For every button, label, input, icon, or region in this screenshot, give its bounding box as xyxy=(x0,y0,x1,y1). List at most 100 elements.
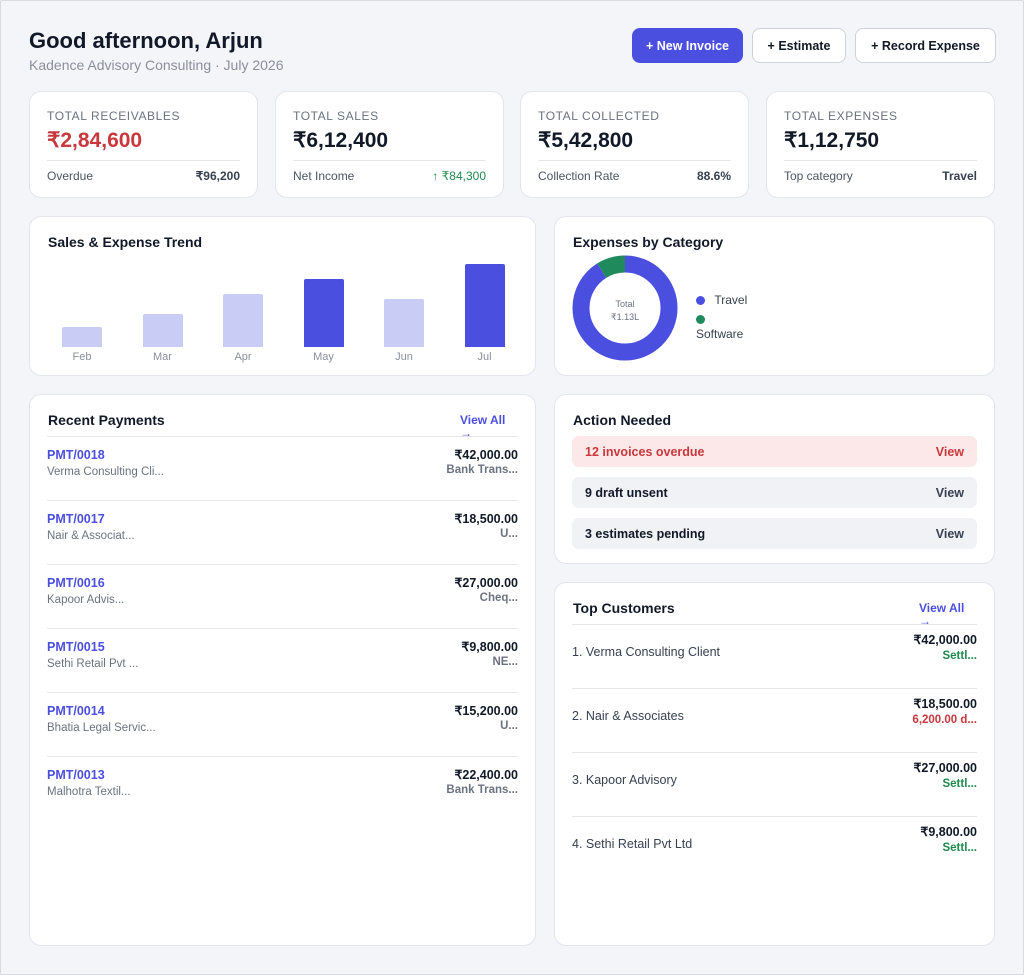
action-needed-card: Action Needed 12 invoices overdue View 9… xyxy=(554,394,995,564)
stat-label: TOTAL COLLECTED xyxy=(538,109,660,123)
bar-chart: Feb Mar Apr May Jun Jul xyxy=(30,217,535,375)
payment-customer: Bhatia Legal Servic... xyxy=(47,722,156,734)
payment-row[interactable]: PMT/0014 Bhatia Legal Servic... ₹15,200.00… xyxy=(47,692,518,756)
payment-row[interactable]: PMT/0018 Verma Consulting Cli... ₹42,000.0… xyxy=(47,436,518,500)
divider xyxy=(572,752,977,753)
customer-name: 1. Verma Consulting Client xyxy=(572,645,720,659)
divider xyxy=(293,160,486,161)
action-view-link[interactable]: View xyxy=(935,527,964,541)
payment-id-link[interactable]: PMT/0016 xyxy=(47,576,105,590)
stat-card-expenses[interactable]: TOTAL EXPENSES ₹1,12,750 Top category Tr… xyxy=(766,91,995,198)
stat-card-collected[interactable]: TOTAL COLLECTED ₹5,42,800 Collection Rat… xyxy=(520,91,749,198)
action-overdue-invoices[interactable]: 12 invoices overdue View xyxy=(572,436,977,467)
divider xyxy=(47,692,518,693)
payment-id-link[interactable]: PMT/0017 xyxy=(47,512,105,526)
action-title: Action Needed xyxy=(573,412,672,428)
action-view-link[interactable]: View xyxy=(935,445,964,459)
stat-card-receivables[interactable]: TOTAL RECEIVABLES ₹2,84,600 Overdue ₹96,… xyxy=(29,91,258,198)
payment-id-link[interactable]: PMT/0018 xyxy=(47,448,105,462)
payment-customer: Verma Consulting Cli... xyxy=(47,466,164,478)
estimate-button[interactable]: + Estimate xyxy=(752,28,846,63)
record-expense-button[interactable]: + Record Expense xyxy=(855,28,996,63)
stat-label: TOTAL SALES xyxy=(293,109,379,123)
payment-id-link[interactable]: PMT/0013 xyxy=(47,768,105,782)
divider xyxy=(538,160,731,161)
customer-row[interactable]: 4. Sethi Retail Pvt Ltd ₹9,800.00 Settl... xyxy=(572,816,977,880)
stat-foot-value: ₹96,200 xyxy=(195,169,240,183)
customer-row[interactable]: 2. Nair & Associates ₹18,500.00 6,200.00 d… xyxy=(572,688,977,752)
divider xyxy=(47,436,518,437)
customer-row[interactable]: 3. Kapoor Advisory ₹27,000.00 Settl... xyxy=(572,752,977,816)
payment-row[interactable]: PMT/0017 Nair & Associat... ₹18,500.00 U... xyxy=(47,500,518,564)
customer-status: Settl... xyxy=(942,650,977,662)
stat-foot-label: Net Income xyxy=(293,169,355,183)
payment-method: Bank Trans... xyxy=(446,464,518,476)
action-text: 12 invoices overdue xyxy=(585,445,705,459)
legend-item-travel: Travel xyxy=(696,293,747,307)
customer-name: 3. Kapoor Advisory xyxy=(572,773,677,787)
expenses-card: Expenses by Category Total ₹1.13L Travel… xyxy=(554,216,995,376)
expenses-title: Expenses by Category xyxy=(573,234,724,250)
legend-label: Travel xyxy=(714,293,748,307)
stat-label: TOTAL EXPENSES xyxy=(784,109,898,123)
legend-dot xyxy=(696,315,705,325)
divider xyxy=(572,816,977,817)
donut-center-value: ₹1.13L xyxy=(611,312,639,322)
action-draft-unsent[interactable]: 9 draft unsent View xyxy=(572,477,977,508)
customer-row[interactable]: 1. Verma Consulting Client ₹42,000.00 Sett… xyxy=(572,624,977,688)
action-text: 9 draft unsent xyxy=(585,486,668,500)
page-title: Good afternoon, Arjun xyxy=(29,28,263,53)
payment-amount: ₹22,400.00 xyxy=(454,768,518,782)
divider xyxy=(784,160,977,161)
customers-title: Top Customers xyxy=(573,600,675,616)
payment-customer: Sethi Retail Pvt ... xyxy=(47,658,139,670)
customer-amount: ₹9,800.00 xyxy=(920,825,977,839)
payment-customer: Kapoor Advis... xyxy=(47,594,125,606)
payment-row[interactable]: PMT/0016 Kapoor Advis... ₹27,000.00 Cheq... xyxy=(47,564,518,628)
payment-customer: Malhotra Textil... xyxy=(47,786,131,798)
stat-card-sales[interactable]: TOTAL SALES ₹6,12,400 Net Income ↑ ₹84,3… xyxy=(275,91,504,198)
action-view-link[interactable]: View xyxy=(935,486,964,500)
trend-card: Sales & Expense Trend Feb Mar Apr May Jun Jul xyxy=(29,216,536,376)
bar-label: Jul xyxy=(477,351,492,363)
customer-name: 4. Sethi Retail Pvt Ltd xyxy=(572,837,693,851)
donut-chart: Total ₹1.13L xyxy=(572,255,678,361)
stat-value: ₹5,42,800 xyxy=(538,129,634,152)
divider xyxy=(47,628,518,629)
stat-foot-value: ↑ ₹84,300 xyxy=(432,169,486,183)
divider xyxy=(47,564,518,565)
divider xyxy=(572,688,977,689)
bar-label: Apr xyxy=(234,351,252,363)
payment-method: NE... xyxy=(492,656,518,668)
bar-mar xyxy=(142,314,183,347)
payment-method: Bank Trans... xyxy=(446,784,518,796)
payment-row[interactable]: PMT/0015 Sethi Retail Pvt ... ₹9,800.00 NE.… xyxy=(47,628,518,692)
payment-row[interactable]: PMT/0013 Malhotra Textil... ₹22,400.00 Bank… xyxy=(47,756,518,820)
payment-amount: ₹27,000.00 xyxy=(454,576,518,590)
customer-name: 2. Nair & Associates xyxy=(572,709,684,723)
customer-status: Settl... xyxy=(942,778,977,790)
action-estimates-pending[interactable]: 3 estimates pending View xyxy=(572,518,977,549)
bar-jul xyxy=(464,264,505,347)
page-subtitle: Kadence Advisory Consulting · July 2026 xyxy=(29,57,284,73)
new-invoice-button[interactable]: + New Invoice xyxy=(632,28,743,63)
legend-dot xyxy=(696,296,705,306)
legend-label: Software xyxy=(696,327,744,341)
stat-value: ₹2,84,600 xyxy=(47,129,143,152)
bar-may xyxy=(303,279,344,347)
payment-id-link[interactable]: PMT/0015 xyxy=(47,640,105,654)
bar-label: Jun xyxy=(395,351,413,363)
legend-item-software: Software xyxy=(696,312,743,342)
donut-slice-software xyxy=(572,255,678,361)
bar-jun xyxy=(384,299,424,347)
donut-center-label: Total xyxy=(615,299,634,309)
recent-payments-card: Recent Payments View All → PMT/0018 Verma… xyxy=(29,394,536,946)
stat-foot-label: Overdue xyxy=(47,169,94,183)
stat-value: ₹6,12,400 xyxy=(293,129,389,152)
payment-customer: Nair & Associat... xyxy=(47,530,135,542)
customer-amount: ₹27,000.00 xyxy=(913,761,977,775)
divider xyxy=(47,756,518,757)
payment-id-link[interactable]: PMT/0014 xyxy=(47,704,105,718)
payment-method: U... xyxy=(500,528,518,540)
stat-foot-value: 88.6% xyxy=(696,169,731,183)
